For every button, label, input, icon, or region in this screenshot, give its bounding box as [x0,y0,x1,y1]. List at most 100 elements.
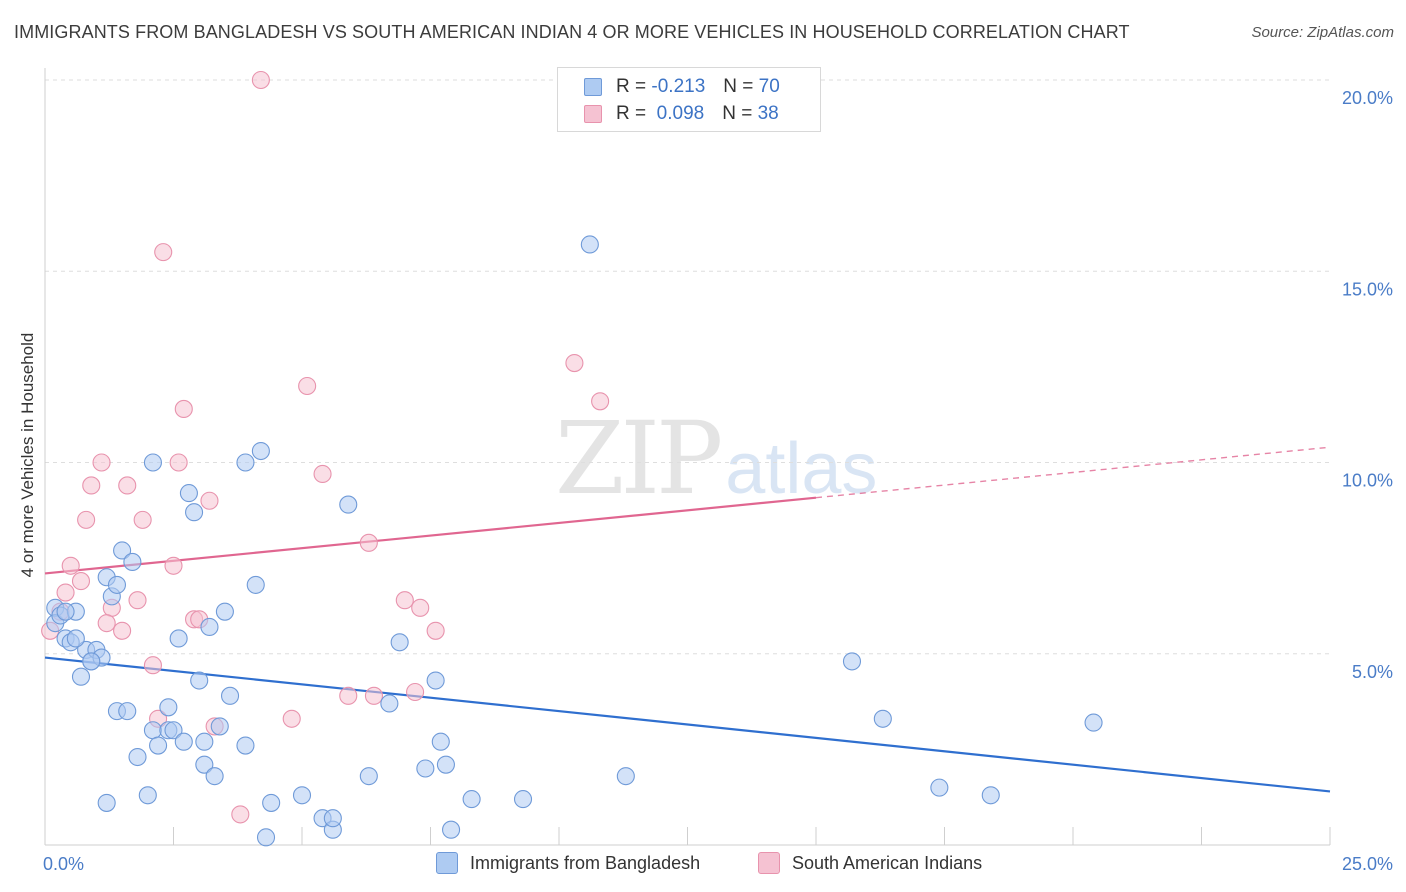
data-point-bangladesh [359,767,378,786]
source-credit: Source: ZipAtlas.com [1251,24,1394,41]
legend-n-label: N = [723,76,754,97]
data-point-bangladesh [580,235,599,254]
legend-label-south-american: South American Indians [792,852,983,873]
y-tick-label: 20.0% [1342,88,1393,108]
data-point-south-american [133,510,152,529]
data-point-bangladesh [82,652,101,671]
data-point-south-american [169,453,188,472]
data-point-bangladesh [236,453,255,472]
data-point-south-american [174,399,193,419]
data-point-south-american [154,243,173,262]
data-point-bangladesh [436,755,455,774]
data-points [41,70,1103,847]
data-point-bangladesh [56,602,75,621]
axes [44,68,1331,846]
data-point-bangladesh [431,732,450,751]
x-tick-label: 25.0% [1342,854,1393,874]
data-point-south-american [143,656,162,675]
trend-line-solid [44,656,1331,793]
data-point-bangladesh [251,441,270,461]
data-point-south-american [56,583,75,602]
data-point-bangladesh [185,503,204,522]
data-point-bangladesh [210,717,229,736]
legend-r-value: 0.098 [656,103,705,124]
data-point-south-american [92,453,111,472]
x-tick-label: 0.0% [43,854,84,874]
series-legend: Immigrants from Bangladesh South America… [0,852,1406,876]
correlation-legend: R = -0.213 N = 70 R = 0.098 N = 38 [557,67,821,132]
data-point-bangladesh [981,786,1000,805]
data-point-south-american [77,510,96,529]
chart-title: IMMIGRANTS FROM BANGLADESH VS SOUTH AMER… [14,22,1130,42]
data-point-bangladesh [66,629,85,648]
data-point-bangladesh [205,767,224,786]
data-point-south-american [113,621,132,640]
tick-labels: 5.0% 10.0% 15.0% 20.0% 0.0% 25.0% [43,88,1393,874]
data-point-bangladesh [174,732,193,751]
legend-swatch-pink [758,852,780,874]
data-point-south-american [339,686,358,705]
data-point-bangladesh [256,828,276,847]
legend-swatch-blue [436,852,458,874]
data-point-south-american [426,621,445,640]
data-point-bangladesh [169,629,188,648]
data-point-bangladesh [323,809,342,828]
data-point-bangladesh [246,575,265,594]
legend-swatch-blue [584,78,602,96]
data-point-bangladesh [390,633,409,652]
data-point-bangladesh [930,778,949,797]
legend-item-bangladesh: Immigrants from Bangladesh [436,852,700,874]
trend-line-solid [44,496,817,575]
data-point-bangladesh [513,790,533,809]
data-point-bangladesh [143,721,162,740]
data-point-south-american [359,533,378,552]
data-point-south-american [406,682,425,702]
data-point-bangladesh [442,820,461,839]
data-point-south-american [97,614,116,633]
data-point-south-american [128,591,147,610]
data-point-south-american [61,556,80,575]
data-point-bangladesh [71,667,91,686]
legend-swatch-pink [584,105,602,123]
data-point-south-american [395,591,414,610]
legend-row-bangladesh: R = -0.213 N = 70 [584,76,780,98]
data-point-bangladesh [159,698,178,717]
data-point-bangladesh [616,767,635,786]
legend-row-south-american: R = 0.098 N = 38 [584,103,779,125]
data-point-bangladesh [873,709,892,728]
data-point-south-american [82,476,101,495]
data-point-south-american [313,464,332,484]
data-point-bangladesh [164,721,183,740]
legend-label-bangladesh: Immigrants from Bangladesh [470,852,701,873]
data-point-south-american [118,476,137,495]
legend-r-label: R = [616,76,647,97]
data-point-bangladesh [236,736,255,755]
legend-n-value: 38 [757,103,779,124]
data-point-bangladesh [190,671,209,690]
data-point-bangladesh [149,736,168,755]
data-point-south-american [164,556,183,575]
data-point-bangladesh [123,552,142,572]
data-point-bangladesh [426,671,445,690]
data-point-south-american [411,598,430,617]
legend-item-south-american: South American Indians [758,852,982,874]
data-point-south-american [71,572,91,591]
data-point-bangladesh [215,602,234,621]
data-point-bangladesh [97,793,116,812]
legend-r-label: R = [616,103,647,124]
trend-lines [44,446,1331,793]
y-tick-label: 5.0% [1352,662,1393,682]
data-point-bangladesh [118,702,137,721]
y-tick-label: 15.0% [1342,279,1393,299]
data-point-bangladesh [195,755,214,774]
data-point-bangladesh [138,786,157,805]
data-point-bangladesh [179,484,198,503]
data-point-bangladesh [462,790,481,809]
data-point-south-american [298,376,317,396]
gridlines [45,79,1330,655]
data-point-bangladesh [143,453,162,472]
data-point-bangladesh [416,759,435,778]
legend-r-value: -0.213 [651,76,706,97]
data-point-bangladesh [380,694,399,713]
